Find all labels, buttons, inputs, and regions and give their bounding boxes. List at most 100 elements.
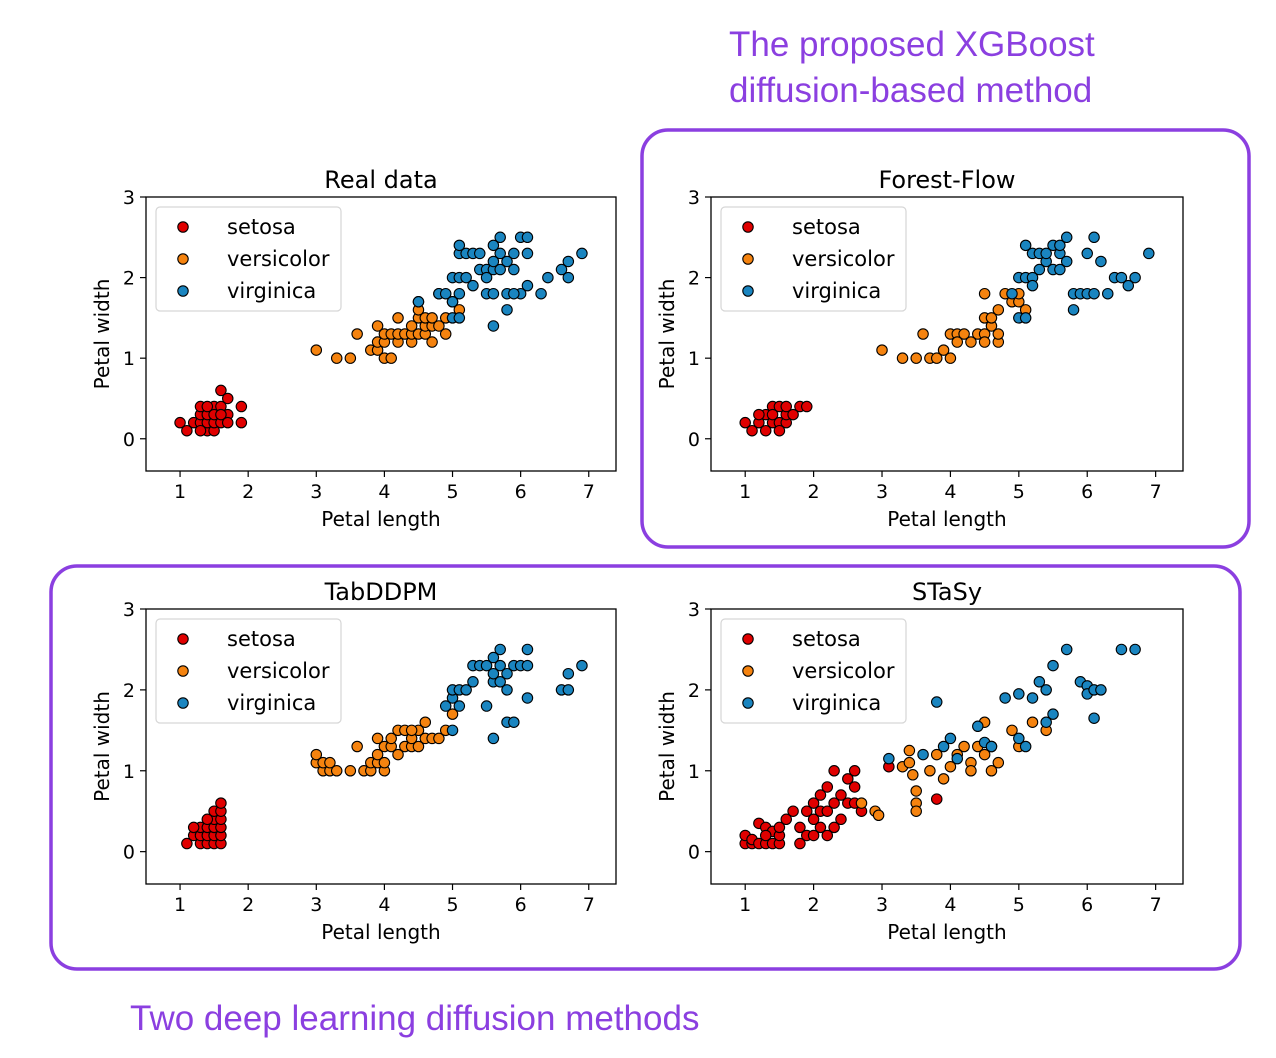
data-point-virginica xyxy=(508,287,520,300)
data-point-versicolor xyxy=(876,344,888,356)
y-tick-label: 0 xyxy=(688,842,700,864)
data-point-versicolor xyxy=(944,352,957,364)
data-point-virginica xyxy=(1067,304,1080,316)
data-point-setosa xyxy=(773,424,786,437)
data-point-virginica xyxy=(467,279,479,292)
data-point-virginica xyxy=(1013,732,1025,745)
data-point-virginica xyxy=(917,748,929,761)
data-point-virginica xyxy=(1013,688,1025,700)
plot-frame xyxy=(145,196,617,472)
data-point-virginica xyxy=(999,692,1011,704)
data-point-setosa xyxy=(201,813,214,826)
data-point-versicolor xyxy=(978,287,991,300)
data-point-setosa xyxy=(215,797,227,809)
data-point-virginica xyxy=(1143,247,1155,260)
data-point-virginica xyxy=(501,667,513,680)
data-point-versicolor xyxy=(1006,724,1018,737)
data-point-virginica xyxy=(1081,247,1093,260)
data-point-virginica xyxy=(460,684,472,696)
data-point-virginica xyxy=(1088,712,1100,724)
x-tick-label: 4 xyxy=(944,481,956,503)
data-point-virginica xyxy=(501,304,513,316)
data-point-setosa xyxy=(766,408,779,421)
y-tick-label: 2 xyxy=(123,268,135,290)
legend-marker-virginica xyxy=(177,285,189,297)
legend-marker-virginica xyxy=(177,697,189,709)
annotation-xgboost-line1: The proposed XGBoost xyxy=(729,25,1095,64)
series-virginica xyxy=(883,643,1141,765)
data-point-versicolor xyxy=(872,809,885,821)
data-point-versicolor xyxy=(937,344,950,356)
data-point-virginica xyxy=(1047,708,1059,720)
data-point-setosa xyxy=(215,384,227,397)
data-point-versicolor xyxy=(371,732,384,745)
data-point-versicolor xyxy=(958,740,970,753)
data-point-setosa xyxy=(930,793,943,805)
legend-label-versicolor: versicolor xyxy=(227,659,330,683)
data-point-virginica xyxy=(576,247,588,260)
legend: setosa versicolor virginica xyxy=(155,618,342,724)
y-tick-label: 1 xyxy=(688,348,700,370)
x-tick-label: 1 xyxy=(174,894,186,916)
legend-label-versicolor: versicolor xyxy=(792,659,895,683)
legend-marker-versicolor xyxy=(177,253,189,265)
data-point-virginica xyxy=(1095,255,1107,268)
data-point-versicolor xyxy=(330,765,343,777)
data-point-setosa xyxy=(828,821,840,834)
data-point-setosa xyxy=(759,829,772,842)
data-point-virginica xyxy=(446,296,459,308)
data-point-setosa xyxy=(848,781,861,793)
data-point-virginica xyxy=(562,684,575,696)
legend-label-setosa: setosa xyxy=(792,215,861,239)
chart-title: TabDDPM xyxy=(324,578,438,606)
legend-marker-setosa xyxy=(742,633,754,645)
data-point-versicolor xyxy=(903,756,916,769)
series-virginica xyxy=(1006,231,1155,324)
data-point-virginica xyxy=(453,700,466,712)
annotation-xgboost: The proposed XGBoost diffusion-based met… xyxy=(729,22,1095,114)
data-point-setosa xyxy=(753,408,765,421)
data-point-virginica xyxy=(1115,643,1128,656)
data-point-setosa xyxy=(828,797,840,809)
data-point-virginica xyxy=(1019,239,1032,252)
data-point-versicolor xyxy=(351,328,363,340)
data-point-virginica xyxy=(487,320,500,332)
data-point-virginica xyxy=(494,231,506,244)
data-point-virginica xyxy=(1129,643,1141,656)
data-point-versicolor xyxy=(371,320,384,332)
data-point-setosa xyxy=(814,789,827,801)
data-point-virginica xyxy=(487,287,500,300)
data-point-setosa xyxy=(835,813,847,826)
data-point-virginica xyxy=(562,667,575,680)
data-point-versicolor xyxy=(330,352,343,364)
data-point-virginica xyxy=(487,239,500,252)
annotation-xgboost-line2: diffusion-based method xyxy=(729,71,1093,110)
x-tick-label: 7 xyxy=(1150,894,1162,916)
data-point-setosa xyxy=(807,813,820,826)
data-point-virginica xyxy=(480,700,493,712)
legend: setosa versicolor virginica xyxy=(720,206,907,312)
data-point-setosa xyxy=(235,416,248,429)
x-axis-label: Petal length xyxy=(321,507,440,531)
data-point-setosa xyxy=(221,392,234,405)
data-point-setosa xyxy=(807,829,820,842)
data-point-virginica xyxy=(1047,659,1059,672)
data-point-versicolor xyxy=(426,312,438,324)
series-setosa xyxy=(174,384,248,437)
data-point-virginica xyxy=(453,287,466,300)
data-point-versicolor xyxy=(951,336,964,348)
data-point-versicolor xyxy=(965,336,977,348)
x-tick-label: 6 xyxy=(1081,481,1093,503)
x-tick-label: 6 xyxy=(1081,894,1093,916)
data-point-versicolor xyxy=(978,336,991,348)
x-axis-label: Petal length xyxy=(321,920,440,944)
y-axis-label: Petal width xyxy=(655,279,679,390)
data-point-virginica xyxy=(453,312,466,324)
data-point-versicolor xyxy=(344,765,357,777)
x-tick-label: 1 xyxy=(174,481,186,503)
data-point-virginica xyxy=(439,700,452,712)
chart-title: Forest-Flow xyxy=(878,166,1015,194)
data-point-virginica xyxy=(1054,263,1066,276)
legend-label-setosa: setosa xyxy=(227,627,296,651)
data-point-virginica xyxy=(521,643,534,656)
